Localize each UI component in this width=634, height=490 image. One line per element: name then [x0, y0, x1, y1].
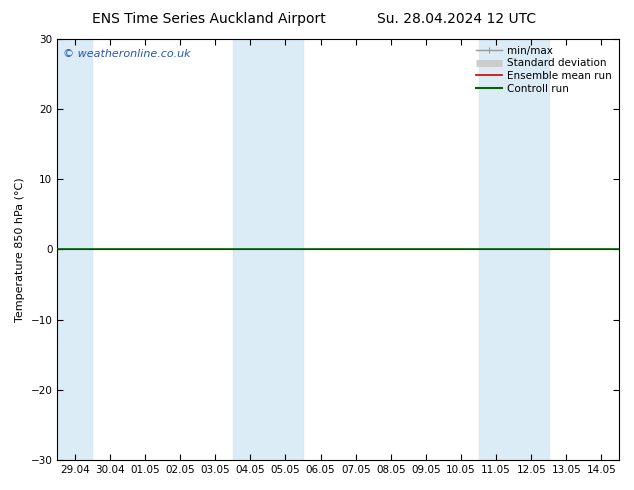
Bar	[57, 39, 93, 460]
Legend: min/max, Standard deviation, Ensemble mean run, Controll run: min/max, Standard deviation, Ensemble me…	[474, 44, 614, 96]
Text: ENS Time Series Auckland Airport: ENS Time Series Auckland Airport	[93, 12, 326, 26]
Text: © weatheronline.co.uk: © weatheronline.co.uk	[63, 49, 191, 59]
Y-axis label: Temperature 850 hPa (°C): Temperature 850 hPa (°C)	[15, 177, 25, 321]
Bar	[233, 39, 303, 460]
Text: Su. 28.04.2024 12 UTC: Su. 28.04.2024 12 UTC	[377, 12, 536, 26]
Bar	[479, 39, 549, 460]
